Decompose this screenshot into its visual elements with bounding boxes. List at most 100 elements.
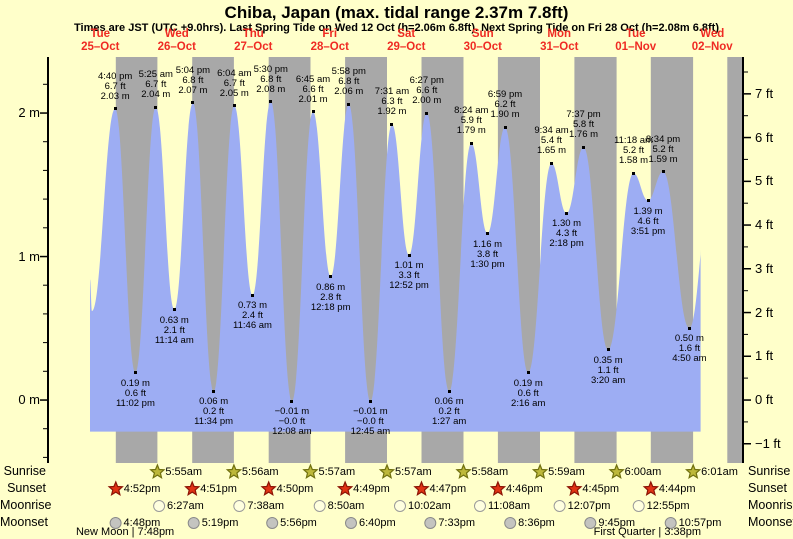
sunset-star-icon — [642, 480, 660, 496]
tide-extreme-label: 5:58 pm 6.8 ft 2.06 m — [315, 67, 383, 97]
day-label: Sat — [397, 28, 416, 40]
sunrise-star-icon — [378, 463, 396, 479]
right-axis-tick — [743, 180, 751, 183]
tide-extreme-dot — [212, 389, 216, 393]
tide-extreme-label-line: 2.06 m — [334, 86, 364, 98]
tide-extreme-dot — [503, 125, 507, 129]
almanac-event-time: 5:58am — [471, 466, 509, 478]
almanac-event-time: 4:45pm — [582, 483, 620, 495]
y-axis-label-right: 4 ft — [755, 217, 774, 233]
day-date: 31–Oct — [540, 41, 579, 53]
tide-extreme-label: 0.06 m 0.2 ft 11:34 pm — [180, 397, 248, 427]
tide-extreme-label-line: 1.16 m — [473, 238, 503, 250]
almanac-event-time: 7:33pm — [438, 517, 476, 529]
right-axis-minor-tick — [743, 158, 748, 160]
day-date: 28–Oct — [310, 41, 349, 53]
right-axis-tick — [743, 355, 751, 357]
tide-extreme-dot — [113, 107, 117, 111]
moonset-circle-icon — [504, 517, 517, 529]
day-label: Sun — [471, 28, 494, 40]
tide-extreme-label-line: 0.19 m — [120, 377, 150, 389]
tide-extreme-label-line: −0.0 ft — [357, 416, 384, 428]
tide-extreme-label-line: −0.0 ft — [278, 416, 306, 428]
tide-extreme-label: 6:04 am 6.7 ft 2.05 m — [200, 67, 268, 99]
moonset-circle-icon — [187, 517, 200, 529]
tide-extreme-label: −0.01 m −0.0 ft 12:45 am — [336, 407, 404, 437]
almanac-event-time: 4:44pm — [658, 483, 696, 495]
tide-extreme-label-line: 2.00 m — [412, 95, 442, 106]
tide-extreme-label-line: 11:14 am — [154, 334, 194, 346]
tide-extreme-dot — [582, 145, 586, 149]
night-band — [727, 57, 743, 463]
day-label: Tue — [90, 28, 111, 40]
right-axis-tick — [743, 136, 751, 139]
almanac-row-label-left: Moonrise — [0, 498, 52, 512]
right-axis-tick — [743, 268, 751, 270]
moonrise-circle-icon — [632, 500, 645, 512]
tide-extreme-label: 0.86 m 2.8 ft 12:18 pm — [297, 282, 365, 313]
tide-extreme-dot — [251, 293, 254, 297]
tide-extreme-label-line: 6.7 ft — [104, 80, 126, 92]
right-axis-minor-tick — [743, 290, 748, 292]
right-axis-minor-tick — [743, 377, 748, 379]
tide-extreme-label-line: 12:18 pm — [310, 301, 351, 313]
tide-extreme-label-line: 4:50 am — [672, 353, 707, 365]
almanac-event-time: 5:57am — [318, 466, 356, 478]
tide-extreme-label-line: 5.2 ft — [652, 143, 674, 155]
tide-extreme-label-line: 6:59 pm — [487, 89, 523, 101]
tide-extreme-label-line: 2.07 m — [178, 84, 208, 96]
sunrise-star-icon — [149, 463, 166, 479]
almanac-event-time: 10:02am — [407, 500, 451, 512]
tide-extreme-dot — [390, 122, 394, 126]
moonset-circle-icon — [345, 517, 357, 529]
tide-extreme-label-line: −0.01 m — [353, 406, 388, 418]
right-axis-minor-tick — [743, 333, 748, 335]
y-axis-label-right: 3 ft — [755, 260, 774, 276]
left-axis-minor-tick — [43, 370, 48, 372]
almanac-event-time: 6:40pm — [359, 517, 396, 529]
tide-extreme-label: 0.19 m 0.6 ft 11:02 pm — [101, 377, 169, 409]
tide-extreme-label-line: 5:30 pm — [253, 63, 288, 75]
sunrise-star-icon — [684, 463, 702, 479]
tide-extreme-label-line: 1.65 m — [536, 145, 566, 157]
tide-extreme-label-line: 12:52 pm — [389, 280, 429, 292]
almanac-row-label-left: Sunset — [7, 481, 46, 495]
tide-extreme-dot — [368, 399, 372, 403]
tide-extreme-dot — [133, 371, 137, 375]
almanac-row-label-left: Moonset — [0, 515, 48, 529]
tide-extreme-label-line: 6:04 am — [217, 67, 252, 79]
day-label: Thu — [242, 28, 264, 40]
tide-extreme-label-line: 6.8 ft — [338, 76, 360, 88]
tide-extreme-label: 4:40 pm 6.7 ft 2.03 m — [81, 71, 149, 102]
tide-extreme-dot — [661, 170, 665, 174]
tide-extreme-label: 6:45 am 6.6 ft 2.01 m — [279, 74, 347, 105]
tide-extreme-label-line: 3:51 pm — [630, 225, 666, 237]
tide-extreme-label-line: 5:04 pm — [175, 64, 211, 76]
day-label: Wed — [700, 28, 725, 40]
sunrise-star-icon — [608, 463, 625, 479]
tide-extreme-label-line: 0.2 ft — [438, 406, 460, 418]
right-axis-tick — [743, 311, 751, 314]
left-axis-tick — [40, 399, 48, 401]
tide-extreme-label-line: 11:02 pm — [115, 397, 155, 409]
almanac-row-label-right: Moonrise — [748, 498, 793, 512]
sunset-star-icon — [260, 480, 277, 496]
tide-extreme-dot — [232, 104, 236, 108]
almanac-row-label-right: Sunrise — [748, 464, 791, 478]
tide-extreme-label-line: 3.3 ft — [398, 270, 420, 282]
left-axis-minor-tick — [43, 227, 48, 229]
tide-extreme-label-line: 0.2 ft — [203, 406, 225, 418]
tide-extreme-label-line: 11:18 am — [614, 135, 653, 147]
almanac-event-time: 7:38am — [247, 500, 285, 512]
right-axis-minor-tick — [743, 115, 748, 117]
almanac-event-time: 6:00am — [624, 466, 662, 478]
sunrise-star-icon — [455, 463, 472, 479]
moon-phase-caption: First Quarter | 3:38pm — [593, 526, 702, 538]
y-axis-left — [47, 57, 49, 463]
moonset-circle-icon — [109, 517, 122, 529]
right-axis-tick — [743, 93, 751, 95]
tide-extreme-label-line: 12:45 am — [350, 426, 391, 438]
tide-extreme-label-line: 1.6 ft — [678, 343, 700, 355]
almanac-event-time: 5:19pm — [201, 517, 239, 529]
tide-extreme-label-line: 1.76 m — [568, 129, 599, 141]
